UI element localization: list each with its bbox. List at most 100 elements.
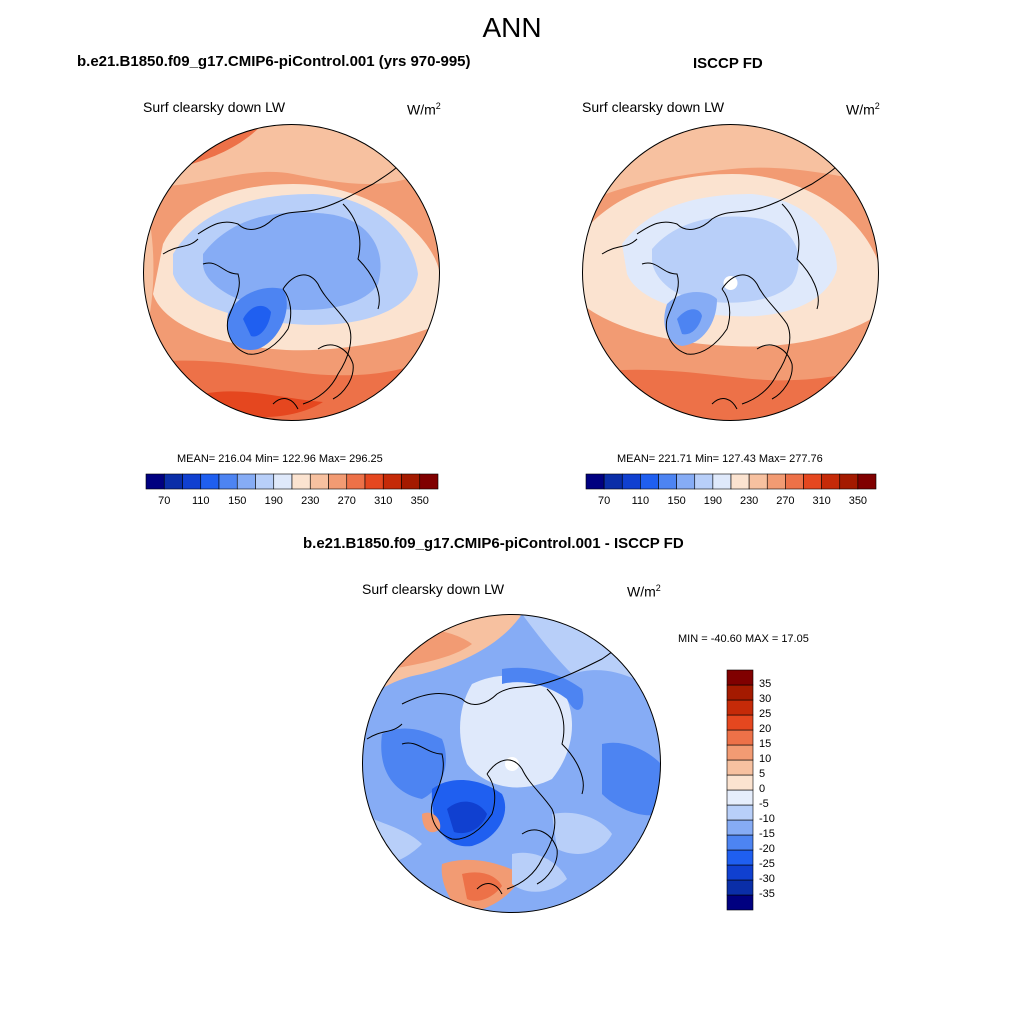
panel1-colorbar-box [200, 473, 220, 490]
panel2-colorbar-box [730, 473, 750, 490]
panel2-map [582, 124, 879, 421]
panel1-colorbar-box [309, 473, 329, 490]
panel3-title: b.e21.B1850.f09_g17.CMIP6-piControl.001 … [303, 535, 684, 552]
panel2-colorbar-box [766, 473, 786, 490]
panel2-colorbar-box [839, 473, 859, 490]
panel1-colorbar-labels: 70 110 150 190 230 270 310 350 [146, 495, 438, 509]
panel3-colorbar-box [726, 669, 754, 686]
panel1-colorbar-box [419, 473, 439, 490]
panel3-colorbar-box [726, 864, 754, 881]
panel1-colorbar-box [236, 473, 256, 490]
panel1-colorbar-box [145, 473, 165, 490]
panel2-colorbar [585, 473, 877, 490]
panel1-variable-label: Surf clearsky down LW [143, 99, 286, 115]
panel1-colorbar-box [182, 473, 202, 490]
panel2-colorbar-tick-label: 70 [598, 495, 611, 507]
panel2-colorbar-labels: 70 110 150 190 230 270 310 350 [586, 495, 876, 509]
panel3-colorbar-box [726, 849, 754, 866]
panel3-colorbar [726, 669, 754, 911]
panel1-colorbar-box [328, 473, 348, 490]
panel3-colorbar-tick-label: 10 [759, 753, 772, 765]
panel3-colorbar-tick-label: -15 [759, 828, 775, 840]
panel2-colorbar-box [821, 473, 841, 490]
panel3-colorbar-box [726, 759, 754, 776]
panel2-colorbar-box [585, 473, 605, 490]
panel3-colorbar-box [726, 834, 754, 851]
panel1-colorbar-box [255, 473, 275, 490]
panel1-title: b.e21.B1850.f09_g17.CMIP6-piControl.001 … [77, 53, 471, 70]
panel3-map [362, 614, 661, 913]
panel1-colorbar-tick-label: 190 [264, 495, 283, 507]
panel3-colorbar-box [726, 804, 754, 821]
panel2-colorbar-box [603, 473, 623, 490]
panel3-variable-label: Surf clearsky down LW [362, 581, 505, 597]
panel3-colorbar-tick-label: 30 [759, 693, 772, 705]
panel2-colorbar-box [803, 473, 822, 490]
panel3-colorbar-tick-label: -25 [759, 858, 775, 870]
panel3-colorbar-tick-label: 25 [759, 708, 772, 720]
panel2-colorbar-box [712, 473, 732, 490]
panel3-colorbar-box [726, 894, 754, 911]
panel1-colorbar-box [291, 473, 311, 490]
panel3-colorbar-tick-label: 20 [759, 723, 772, 735]
panel1-map [143, 124, 440, 421]
panel3-colorbar-box [726, 729, 754, 746]
panel1-colorbar-box [273, 473, 293, 490]
panel1-colorbar-tick-label: 70 [158, 495, 171, 507]
panel1-colorbar-box [382, 473, 402, 490]
panel3-colorbar-tick-label: 35 [759, 678, 772, 690]
panel3-units: W/m2 [627, 583, 661, 600]
panel3-colorbar-tick-label: -10 [759, 813, 775, 825]
panel3-colorbar-box [726, 774, 754, 791]
panel2-colorbar-box [658, 473, 677, 490]
panel1-colorbar-box [163, 473, 183, 490]
panel2-colorbar-tick-label: 190 [703, 495, 723, 507]
panel2-colorbar-box [857, 473, 877, 490]
panel2-stats: MEAN= 221.71 Min= 127.43 Max= 277.76 [617, 453, 823, 465]
panel3-colorbar-tick-label: 0 [759, 783, 766, 795]
panel3-colorbar-box [726, 699, 754, 716]
panel1-colorbar-box [401, 473, 421, 490]
panel1-colorbar-box [218, 473, 238, 490]
panel2-variable-label: Surf clearsky down LW [582, 99, 725, 115]
panel1-units: W/m2 [407, 101, 441, 118]
panel2-colorbar-box [640, 473, 659, 490]
panel3-colorbar-tick-label: -30 [759, 873, 775, 885]
panel2-colorbar-box [694, 473, 714, 490]
panel1-colorbar-tick-label: 150 [228, 495, 247, 507]
panel3-colorbar-box [726, 744, 754, 761]
panel3-colorbar-box [726, 789, 754, 806]
panel2-colorbar-tick-label: 110 [631, 495, 650, 507]
panel3-colorbar-labels: 35 30 25 20 15 10 5 0 -5 -10 -15 -20 -25 -30 -35 [759, 670, 799, 910]
panel3-colorbar-box [726, 714, 754, 731]
panel3-colorbar-tick-label: 5 [759, 768, 766, 780]
panel1-colorbar-tick-label: 270 [337, 495, 356, 507]
panel3-colorbar-box [726, 819, 754, 836]
page-title: ANN [482, 12, 542, 43]
panel3-colorbar-tick-label: 15 [759, 738, 772, 750]
panel2-colorbar-box [676, 473, 696, 490]
panel2-colorbar-tick-label: 350 [848, 495, 868, 507]
panel2-colorbar-tick-label: 150 [667, 495, 686, 507]
panel2-units: W/m2 [846, 101, 880, 118]
panel3-colorbar-box [726, 684, 754, 701]
panel1-colorbar-box [364, 473, 384, 490]
panel2-title: ISCCP FD [693, 55, 763, 72]
panel1-colorbar-tick-label: 110 [191, 495, 210, 507]
panel2-colorbar-tick-label: 230 [739, 495, 759, 507]
panel1-stats: MEAN= 216.04 Min= 122.96 Max= 296.25 [177, 453, 383, 465]
panel2-colorbar-box [748, 473, 768, 490]
panel3-stats: MIN = -40.60 MAX = 17.05 [678, 633, 809, 645]
panel2-colorbar-box [785, 473, 804, 490]
panel3-colorbar-box [726, 879, 754, 896]
panel1-colorbar [145, 473, 439, 490]
panel2-colorbar-tick-label: 270 [776, 495, 795, 507]
panel3-colorbar-tick-label: -5 [759, 798, 769, 810]
panel1-colorbar-tick-label: 310 [374, 495, 393, 507]
panel1-colorbar-tick-label: 230 [301, 495, 320, 507]
panel2-colorbar-box [621, 473, 641, 490]
panel1-colorbar-box [346, 473, 366, 490]
panel1-colorbar-tick-label: 350 [410, 495, 429, 507]
panel2-colorbar-tick-label: 310 [812, 495, 831, 507]
panel3-colorbar-tick-label: -20 [759, 843, 775, 855]
